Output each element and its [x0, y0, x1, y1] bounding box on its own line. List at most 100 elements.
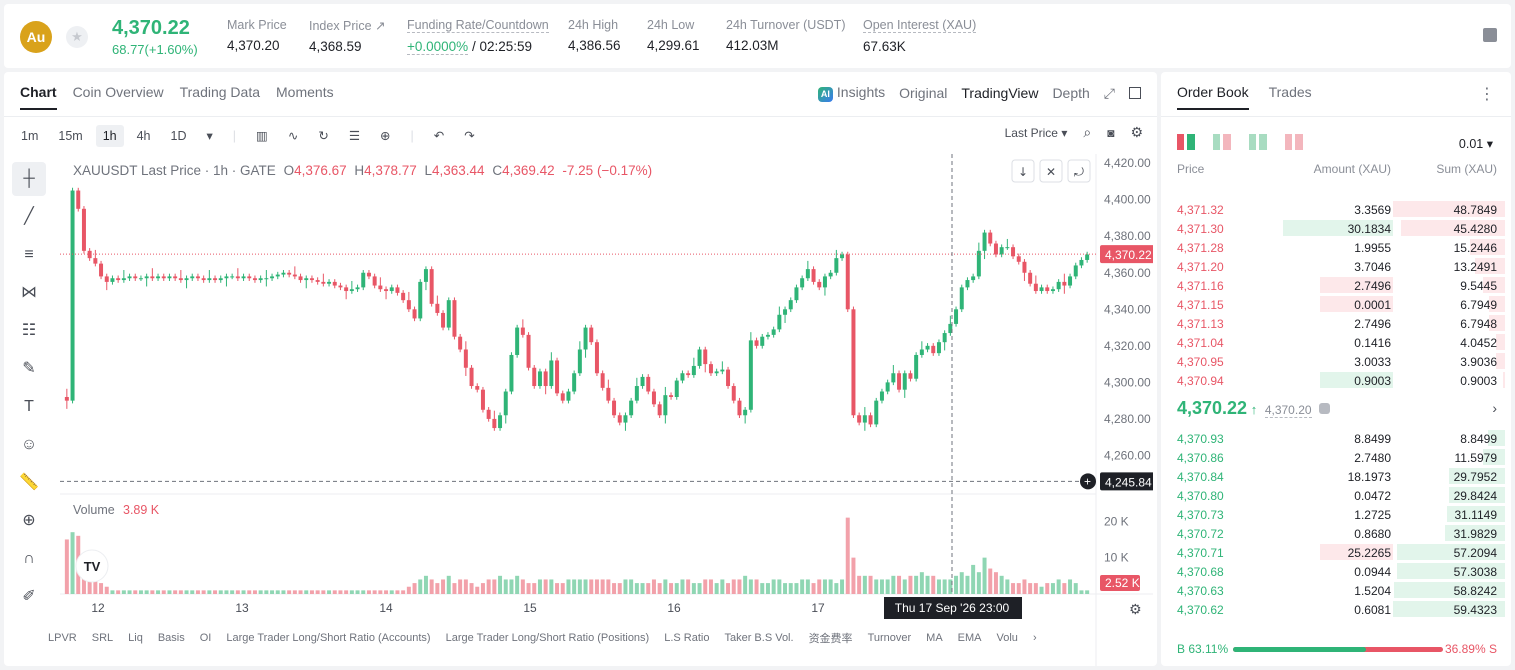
chevron-down-icon[interactable]: ▾ — [206, 129, 213, 143]
search-icon[interactable]: ⌕ — [1083, 124, 1092, 140]
pattern-icon[interactable]: ⋈ — [21, 284, 37, 301]
ask-row[interactable]: 4,370.95 3.0033 3.9036 — [1161, 352, 1511, 371]
add-indicator-icon[interactable]: ⊕ — [380, 129, 391, 143]
candle-type-icon[interactable]: ▥ — [256, 129, 268, 143]
precision-select[interactable]: 0.01 ▾ — [1458, 137, 1493, 151]
emoji-icon[interactable]: ☺ — [20, 436, 38, 453]
indicator-item[interactable]: LPVR — [48, 632, 77, 644]
volume-bar — [178, 590, 183, 594]
candle — [498, 415, 503, 429]
bid-row[interactable]: 4,370.62 0.6081 59.4323 — [1161, 600, 1511, 619]
ask-row[interactable]: 4,371.32 3.3569 48.7849 — [1161, 200, 1511, 219]
pencil-icon[interactable]: ✐ — [22, 588, 36, 605]
interval-1m[interactable]: 1m — [21, 128, 39, 143]
candle — [999, 247, 1004, 255]
favorite-star-icon[interactable]: ★ — [66, 26, 88, 48]
tab-moments[interactable]: Moments — [276, 84, 334, 100]
mid-price-row[interactable]: 4,370.22 ↑ 4,370.20 › — [1177, 398, 1497, 422]
ask-row[interactable]: 4,371.28 1.9955 15.2446 — [1161, 238, 1511, 257]
template-icon[interactable]: ☰ — [348, 129, 361, 143]
camera-icon[interactable]: ◙ — [1107, 125, 1115, 140]
tab-chart[interactable]: Chart — [20, 84, 57, 110]
candle — [936, 342, 941, 354]
volume-bar — [811, 583, 816, 594]
candle — [315, 280, 320, 282]
indicator-item[interactable]: Basis — [157, 632, 185, 644]
refresh-icon[interactable]: ↻ — [318, 129, 329, 143]
price-type-select[interactable]: Last Price ▾ — [1004, 125, 1068, 140]
volume-bar — [116, 590, 121, 594]
indicator-item[interactable]: Volu — [996, 632, 1018, 644]
text-icon[interactable]: T — [24, 398, 34, 415]
interval-4h[interactable]: 4h — [136, 128, 151, 143]
both-sides-icon[interactable] — [1177, 134, 1195, 150]
bid-row[interactable]: 4,370.86 2.7480 11.5979 — [1161, 448, 1511, 467]
asks-only-icon[interactable] — [1285, 134, 1303, 150]
asks-grid-icon[interactable] — [1249, 134, 1267, 150]
volume-bar — [936, 579, 941, 594]
redo-icon[interactable]: ↷ — [464, 129, 475, 143]
price-chart[interactable]: 4,420.00 4,400.00 4,380.00 4,360.00 4,340.00… — [60, 154, 1153, 666]
bid-row[interactable]: 4,370.93 8.8499 8.8499 — [1161, 429, 1511, 448]
indicator-item[interactable]: L.S Ratio — [664, 632, 710, 644]
tab-coin-overview[interactable]: Coin Overview — [72, 84, 164, 100]
interval-1h[interactable]: 1h — [95, 124, 124, 147]
interval-1d[interactable]: 1D — [170, 128, 187, 143]
zoom-in-icon[interactable]: ⊕ — [22, 512, 36, 529]
trend-line-icon[interactable]: ╱ — [24, 208, 34, 225]
ask-row[interactable]: 4,371.30 30.1834 45.4280 — [1161, 219, 1511, 238]
bid-row[interactable]: 4,370.84 18.1973 29.7952 — [1161, 467, 1511, 486]
indicator-item[interactable]: Large Trader Long/Short Ratio (Accounts) — [226, 632, 431, 644]
bid-row[interactable]: 4,370.71 25.2265 57.2094 — [1161, 543, 1511, 562]
more-icon[interactable]: ⋮ — [1479, 86, 1495, 103]
brush-icon[interactable]: ✎ — [22, 360, 36, 377]
tab-depth[interactable]: Depth — [1052, 85, 1090, 101]
ask-row[interactable]: 4,371.15 0.0001 6.7949 — [1161, 295, 1511, 314]
indicator-item[interactable]: Taker B.S Vol. — [724, 632, 794, 644]
tab-original[interactable]: Original — [899, 85, 948, 101]
gear-icon[interactable]: ⚙ — [1130, 124, 1143, 140]
interval-15m[interactable]: 15m — [58, 128, 83, 143]
tab-trading-data[interactable]: Trading Data — [179, 84, 261, 100]
ask-row[interactable]: 4,371.20 3.7046 13.2491 — [1161, 257, 1511, 276]
expand-icon[interactable]: ⤢ — [1103, 84, 1115, 101]
sum: 4.0452 — [1460, 336, 1497, 350]
bid-row[interactable]: 4,370.73 1.2725 31.1149 — [1161, 505, 1511, 524]
chevron-right-icon[interactable]: › — [1492, 400, 1497, 416]
candle — [173, 276, 178, 279]
bid-row[interactable]: 4,370.80 0.0472 29.8424 — [1161, 486, 1511, 505]
bids-only-icon[interactable] — [1213, 134, 1231, 150]
volume-bar — [959, 572, 964, 594]
indicator-item[interactable]: EMA — [957, 632, 982, 644]
fib-icon[interactable]: ☷ — [21, 322, 37, 339]
tab-insights[interactable]: AI Insights — [817, 84, 885, 102]
indicator-item[interactable]: 资金费率 — [808, 633, 853, 645]
indicator-item[interactable]: Liq — [128, 632, 143, 644]
book-icon[interactable] — [1483, 28, 1497, 42]
indicator-item[interactable]: Turnover — [867, 632, 912, 644]
tab-trades[interactable]: Trades — [1268, 84, 1312, 100]
indicator-icon[interactable]: ∿ — [287, 129, 299, 143]
chevron-right-icon[interactable]: › — [1032, 632, 1037, 644]
indicator-item[interactable]: OI — [199, 632, 212, 644]
indicator-item[interactable]: MA — [926, 632, 943, 644]
undo-icon[interactable]: ↶ — [433, 129, 445, 143]
bid-row[interactable]: 4,370.63 1.5204 58.8242 — [1161, 581, 1511, 600]
window-icon[interactable] — [1129, 87, 1141, 99]
ruler-icon[interactable]: 📏 — [19, 474, 39, 491]
ask-row[interactable]: 4,371.16 2.7496 9.5445 — [1161, 276, 1511, 295]
tab-tradingview[interactable]: TradingView — [961, 85, 1039, 101]
stat-index-price[interactable]: Index Price ↗ 4,368.59 — [309, 19, 386, 54]
magnet-icon[interactable]: ∩ — [23, 550, 35, 567]
bid-row[interactable]: 4,370.68 0.0944 57.3038 — [1161, 562, 1511, 581]
bid-row[interactable]: 4,370.72 0.8680 31.9829 — [1161, 524, 1511, 543]
ask-row[interactable]: 4,370.94 0.9003 0.9003 — [1161, 371, 1511, 390]
crosshair-icon[interactable]: ┼ — [12, 162, 46, 196]
horizontal-lines-icon[interactable]: ≡ — [24, 246, 34, 263]
tab-order-book[interactable]: Order Book — [1177, 84, 1249, 110]
indicator-item[interactable]: SRL — [91, 632, 114, 644]
ask-row[interactable]: 4,371.13 2.7496 6.7948 — [1161, 314, 1511, 333]
ask-row[interactable]: 4,371.04 0.1416 4.0452 — [1161, 333, 1511, 352]
indicator-item[interactable]: Large Trader Long/Short Ratio (Positions… — [445, 632, 650, 644]
stat-funding-rate[interactable]: Funding Rate/Countdown +0.0000% / 02:25:5… — [407, 18, 549, 55]
